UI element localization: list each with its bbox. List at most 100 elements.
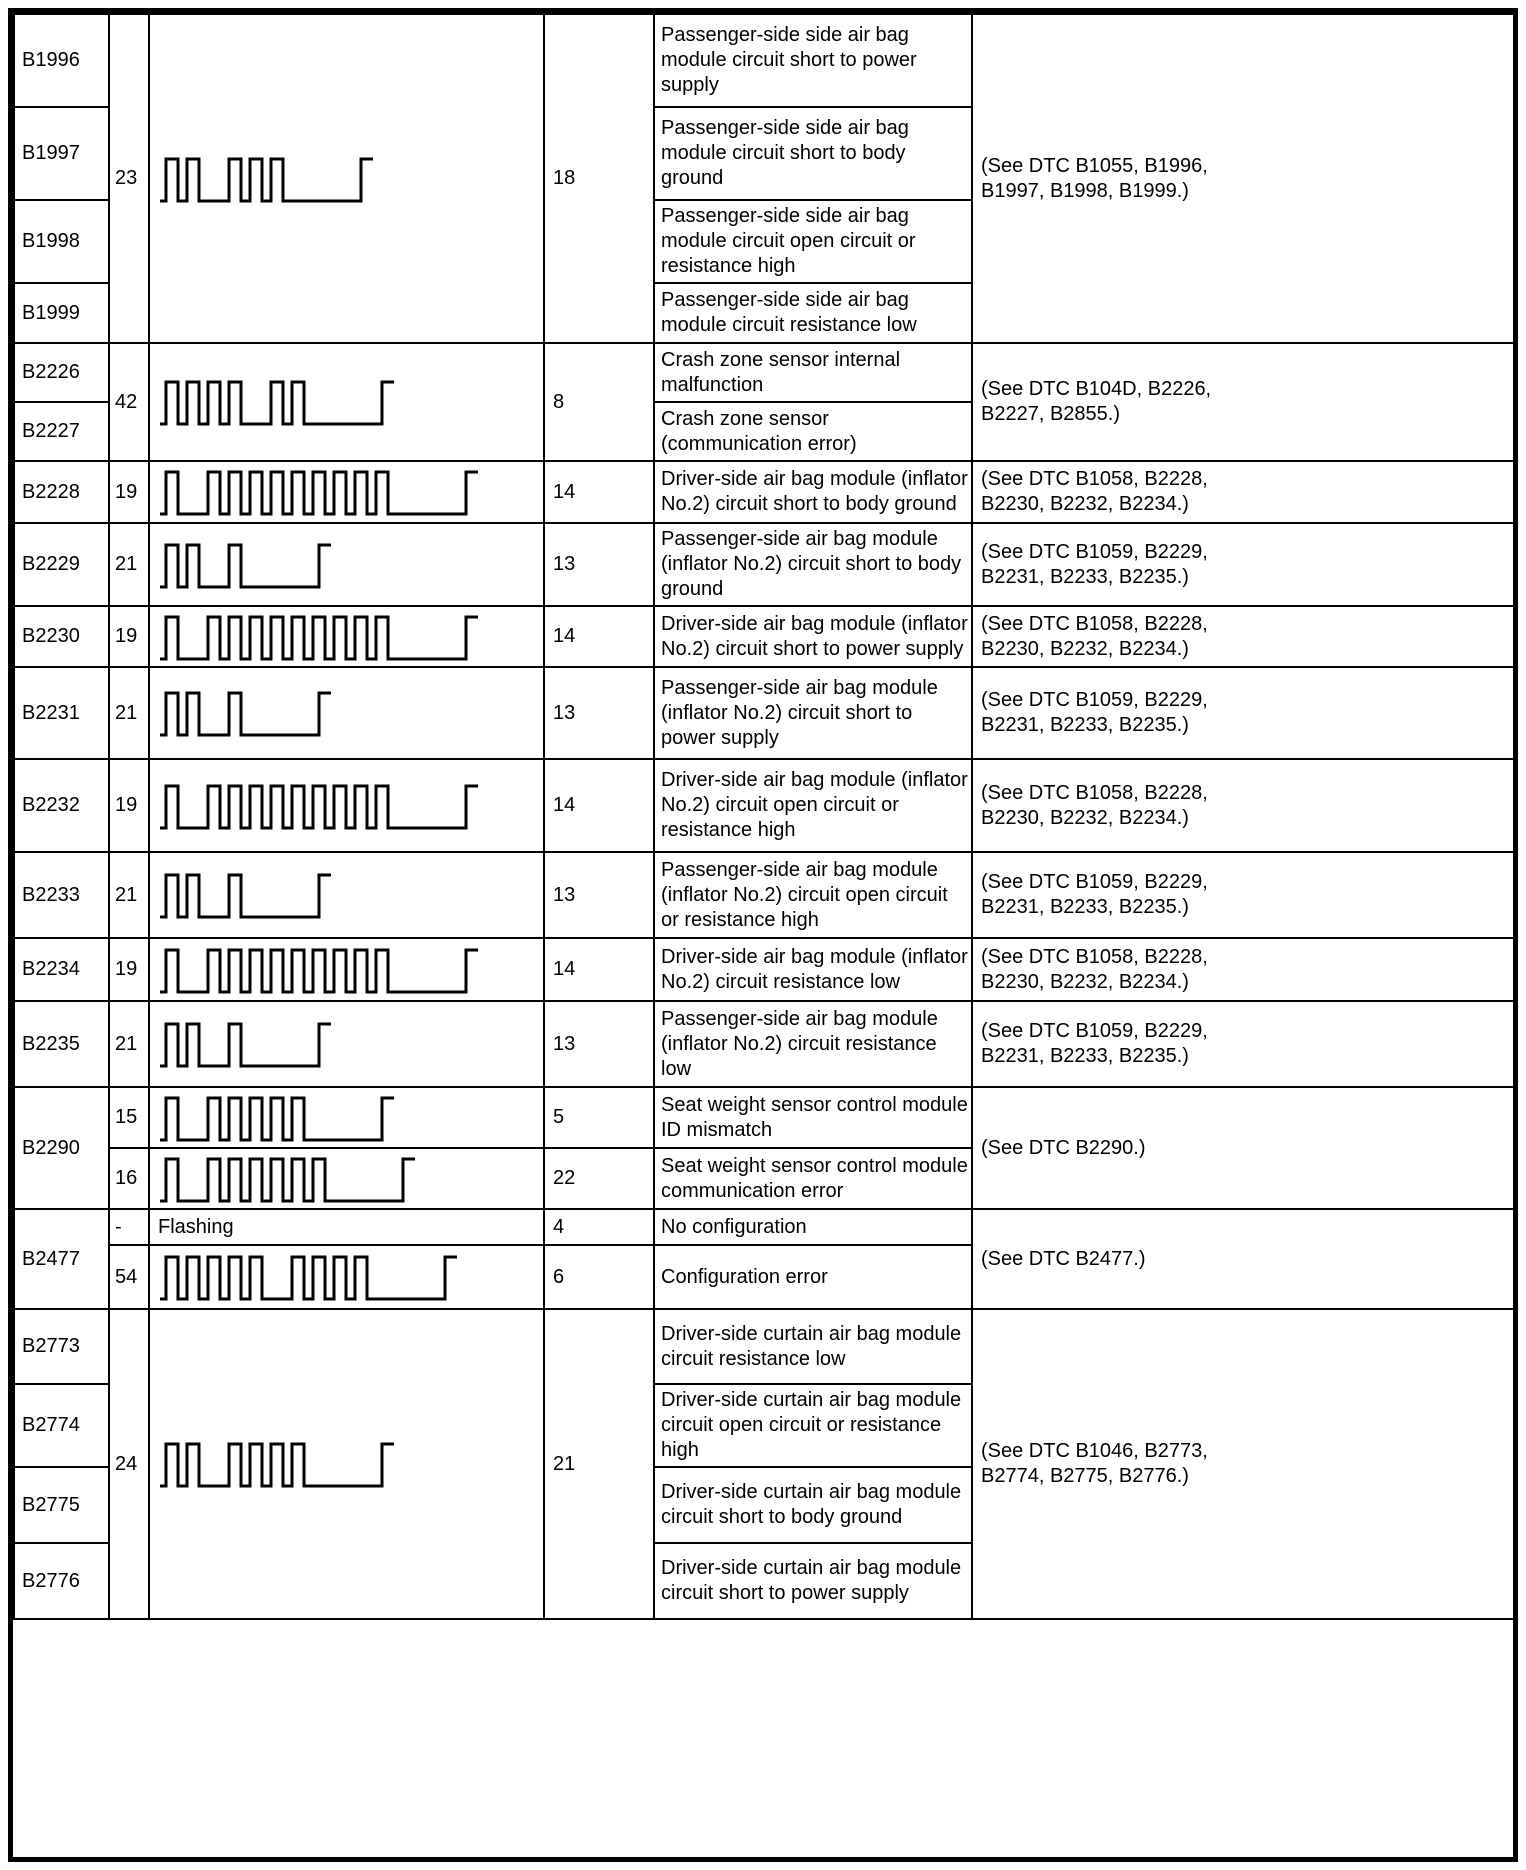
flash-code-cell: 23 [108, 13, 150, 344]
flash-code-cell: 19 [108, 605, 150, 668]
table-row: B1997 Passenger-side side air bag module … [13, 106, 1513, 201]
flash-code-cell: 42 [108, 342, 150, 462]
reference-cell: (See DTC B2477.) [971, 1208, 1513, 1310]
reference-cell: (See DTC B1059, B2229, B2231, B2233, B22… [971, 1000, 1513, 1088]
dtc-cell: B2233 [13, 851, 110, 939]
flash-code-cell: 19 [108, 937, 150, 1002]
flash-pattern-cell [148, 605, 545, 668]
table-row: B2227 Crash zone sensor (communication er… [13, 401, 1513, 462]
dtc-cell: B2234 [13, 937, 110, 1002]
consult-code-cell: 8 [543, 342, 655, 462]
description-cell: Driver-side air bag module (inflator No.… [653, 605, 973, 668]
flash-pattern-cell [148, 1147, 545, 1210]
reference-cell: (See DTC B2290.) [971, 1086, 1513, 1210]
table-row: B1998 Passenger-side side air bag module … [13, 199, 1513, 284]
dtc-cell: B2228 [13, 460, 110, 524]
flash-pattern-cell [148, 1000, 545, 1088]
description-cell: Driver-side air bag module (inflator No.… [653, 758, 973, 853]
flash-code-cell: - [108, 1208, 150, 1246]
description-cell: Crash zone sensor (communication error) [653, 401, 973, 462]
reference-cell: (See DTC B1058, B2228, B2230, B2232, B22… [971, 605, 1513, 668]
consult-code-cell: 14 [543, 460, 655, 524]
flash-pattern-waveform [160, 1157, 415, 1202]
description-cell: No configuration [653, 1208, 973, 1246]
flash-pattern-waveform [160, 1442, 394, 1488]
flash-pattern-waveform [160, 948, 478, 993]
flash-pattern-cell [148, 460, 545, 524]
table-row: B2477- Flashing 4 No configuration (See DTC … [13, 1208, 1513, 1310]
table-row: B2233 21 13 Passenger-side air bag module (… [13, 851, 1513, 939]
flash-pattern-waveform [160, 1255, 457, 1301]
table-row: B2229 21 13 Passenger-side air bag module (… [13, 522, 1513, 607]
description-cell: Passenger-side air bag module (inflator … [653, 851, 973, 939]
flash-pattern-waveform [160, 615, 478, 660]
description-cell: Driver-side curtain air bag module circu… [653, 1308, 973, 1385]
reference-cell: (See DTC B1058, B2228, B2230, B2232, B22… [971, 758, 1513, 853]
flash-pattern-cell [148, 13, 545, 344]
flash-pattern-waveform [160, 1096, 394, 1141]
flash-code-cell: 21 [108, 1000, 150, 1088]
table-row: 54 6 Configuration error [14, 1244, 1513, 1310]
consult-code-cell: 14 [543, 605, 655, 668]
dtc-cell: B1996 [13, 13, 110, 108]
reference-cell: (See DTC B1059, B2229, B2231, B2233, B22… [971, 522, 1513, 607]
dtc-cell: B2290 [13, 1086, 110, 1210]
description-cell: Seat weight sensor control module commun… [653, 1147, 973, 1210]
flash-code-cell: 19 [108, 460, 150, 524]
dtc-cell: B2477 [13, 1208, 110, 1310]
flash-pattern-cell [148, 851, 545, 939]
flash-pattern-cell [148, 937, 545, 1002]
dtc-table-body: B1996 23 18 Passenger-side side air bag mod… [13, 13, 1513, 1620]
dtc-cell: B2229 [13, 522, 110, 607]
flash-code-cell: 21 [108, 666, 150, 760]
flash-pattern-waveform [160, 157, 373, 202]
table-row: B2776 Driver-side curtain air bag module … [13, 1542, 1513, 1620]
table-row: B2235 21 13 Passenger-side air bag module (… [13, 1000, 1513, 1088]
description-cell: Driver-side air bag module (inflator No.… [653, 460, 973, 524]
reference-cell: (See DTC B1059, B2229, B2231, B2233, B22… [971, 666, 1513, 760]
flash-code-cell: 19 [108, 758, 150, 853]
flash-pattern-cell [148, 1308, 545, 1620]
consult-code-cell: 13 [543, 1000, 655, 1088]
description-cell: Driver-side air bag module (inflator No.… [653, 937, 973, 1002]
description-cell: Driver-side curtain air bag module circu… [653, 1542, 973, 1620]
dtc-cell: B2231 [13, 666, 110, 760]
table-row: B2774 Driver-side curtain air bag module … [13, 1383, 1513, 1468]
dtc-cell: B2230 [13, 605, 110, 668]
flash-pattern-cell [148, 1244, 545, 1310]
flash-pattern-waveform [160, 1022, 331, 1068]
table-row: 16 22 Seat weight sensor control module co… [14, 1147, 1513, 1210]
dtc-cell: B2227 [13, 401, 110, 462]
reference-cell: (See DTC B1058, B2228, B2230, B2232, B22… [971, 460, 1513, 524]
flash-pattern-waveform [160, 470, 478, 516]
reference-cell: (See DTC B1058, B2228, B2230, B2232, B22… [971, 937, 1513, 1002]
dtc-cell: B2775 [13, 1466, 110, 1544]
dtc-cell: B1998 [13, 199, 110, 284]
table-row: B2234 19 14 Driver-side air bag module (inf… [13, 937, 1513, 1002]
flash-code-cell: 21 [108, 851, 150, 939]
flash-code-cell: 16 [108, 1147, 150, 1210]
description-cell: Passenger-side side air bag module circu… [653, 106, 973, 201]
consult-code-cell: 13 [543, 666, 655, 760]
dtc-cell: B2226 [13, 342, 110, 403]
table-row: B1996 23 18 Passenger-side side air bag mod… [13, 13, 1513, 344]
dtc-cell: B2235 [13, 1000, 110, 1088]
flash-pattern-cell [148, 1086, 545, 1149]
table-row: B2775 Driver-side curtain air bag module … [13, 1466, 1513, 1544]
consult-code-cell: 13 [543, 522, 655, 607]
flash-pattern-waveform [160, 380, 394, 426]
description-cell: Seat weight sensor control module ID mis… [653, 1086, 973, 1149]
consult-code-cell: 13 [543, 851, 655, 939]
dtc-cell: B2232 [13, 758, 110, 853]
description-cell: Passenger-side side air bag module circu… [653, 282, 973, 344]
reference-cell: (See DTC B1046, B2773, B2774, B2775, B27… [971, 1308, 1513, 1620]
flash-code-cell: 24 [108, 1308, 150, 1620]
flash-code-cell: 54 [108, 1244, 150, 1310]
flash-pattern-waveform [160, 691, 331, 737]
dtc-cell: B2776 [13, 1542, 110, 1620]
flash-code-cell: 15 [108, 1086, 150, 1149]
table-row: B2230 19 14 Driver-side air bag module (inf… [13, 605, 1513, 668]
consult-code-cell: 14 [543, 758, 655, 853]
flash-pattern-cell [148, 342, 545, 462]
dtc-cell: B1997 [13, 106, 110, 201]
